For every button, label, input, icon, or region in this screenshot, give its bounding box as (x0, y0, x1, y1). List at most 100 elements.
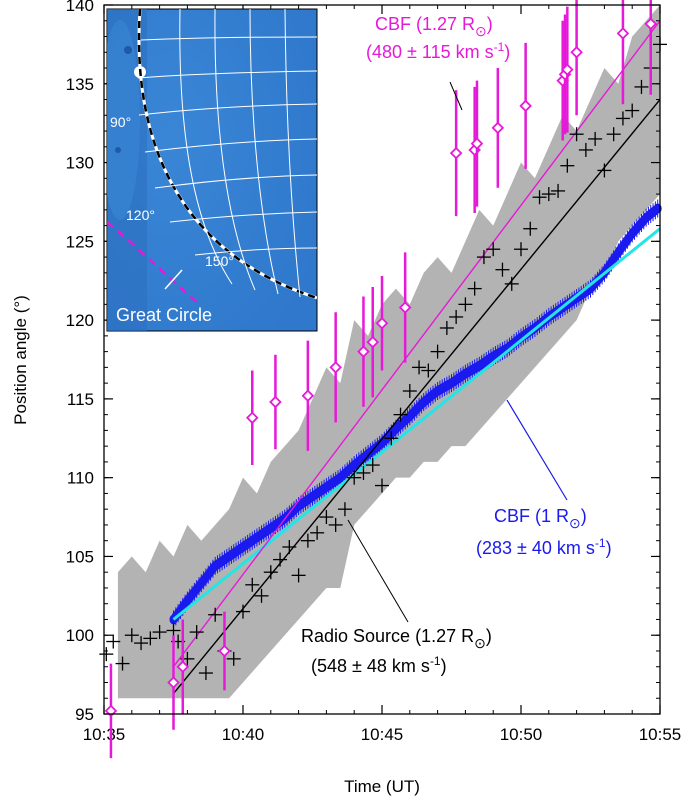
shaded-band-layer (117, 5, 660, 699)
inset-solar-image: 90° 120° 150° Great Circle (106, 8, 318, 332)
radio-point (560, 158, 575, 173)
radio-point (300, 533, 315, 548)
cbf127-point (245, 411, 259, 425)
radio-point (634, 79, 649, 94)
cbf127-point (519, 99, 532, 113)
x-axis-title: Time (UT) (344, 777, 420, 796)
radio-point (310, 525, 325, 540)
radio-point (375, 478, 389, 493)
y-tick-label-8: 135 (66, 75, 94, 94)
cbf127-point (644, 17, 658, 31)
radio-point (486, 242, 501, 257)
radio-point (384, 431, 399, 446)
svg-text:CBF (1.27 R⊙): CBF (1.27 R⊙) (375, 14, 493, 39)
cbf127-fit-line (172, 20, 661, 668)
cbf127-point (366, 335, 380, 349)
y-tick-label-3: 110 (67, 469, 94, 488)
cbf127-point (218, 644, 231, 658)
y-tick-label-5: 120 (66, 311, 94, 330)
y-tick-label-7: 130 (66, 154, 94, 173)
x-tick-label-1: 10:40 (222, 725, 265, 744)
x-tick-label-4: 10:55 (639, 725, 682, 744)
radio-point (143, 631, 158, 646)
radio-point (356, 465, 371, 480)
radio-point (189, 625, 204, 640)
cbf1-fit-line (172, 227, 661, 621)
radio-point (236, 604, 250, 619)
radio-point (254, 588, 269, 603)
radio-point (514, 242, 528, 257)
cbf127-point (470, 137, 484, 150)
cbf127-point (167, 676, 180, 689)
radio-point (523, 221, 538, 236)
svg-text:(283 ± 40 km s-1): (283 ± 40 km s-1) (476, 536, 612, 558)
radio-point (458, 297, 473, 312)
radio-point (541, 187, 556, 202)
radio-point (467, 281, 482, 296)
annotation-radio: Radio Source (1.27 R⊙) (548 ± 48 km s-1) (301, 519, 492, 676)
y-tick-label-9: 140 (66, 0, 94, 15)
radio-point (625, 103, 640, 118)
y-tick-label-4: 115 (67, 390, 94, 409)
cbf127-point (449, 146, 463, 160)
radio-point (152, 625, 167, 640)
radio-point (504, 276, 519, 291)
radio-point (430, 344, 445, 359)
radio-point (124, 628, 139, 643)
radio-point (226, 651, 241, 666)
radio-point (365, 458, 380, 473)
radio-point (328, 517, 343, 532)
y-tick-label-0: 95 (75, 705, 94, 724)
radio-point (99, 647, 114, 662)
svg-text:(480 ± 115 km s-1): (480 ± 115 km s-1) (366, 40, 510, 62)
radio-point (551, 183, 566, 198)
x-tick-label-3: 10:50 (500, 725, 543, 744)
radio-point (393, 407, 408, 422)
radio-point (449, 309, 464, 324)
inset-label-90: 90° (110, 114, 131, 130)
cbf127-point (570, 45, 583, 59)
cbf127-point (104, 704, 118, 718)
cbf127-point (329, 361, 342, 374)
annotation-cbf127: CBF (1.27 R⊙) (480 ± 115 km s-1) (366, 14, 510, 111)
y-tick-label-2: 105 (66, 547, 94, 566)
radio-point (402, 384, 417, 399)
data-layer (99, 0, 667, 759)
svg-text:CBF (1 R⊙): CBF (1 R⊙) (494, 506, 587, 531)
radio-point (208, 607, 223, 622)
radio-fit-line (172, 99, 661, 694)
plot-frame (103, 4, 661, 715)
cbf127-point (375, 316, 389, 330)
radio-point (347, 470, 362, 485)
radio-point (578, 142, 593, 157)
radio-point (421, 363, 436, 378)
radio-point (245, 577, 260, 592)
y-tick-label-1: 100 (66, 626, 94, 645)
radio-point (597, 163, 612, 178)
radio-point (273, 552, 288, 567)
radio-point (291, 568, 306, 583)
inset-caption: Great Circle (116, 305, 212, 325)
radio-point (495, 262, 510, 277)
radio-point (134, 636, 149, 651)
radio-point (532, 190, 547, 205)
radio-point (615, 111, 630, 126)
cbf127-point (176, 660, 190, 674)
cbf127-point (269, 395, 282, 409)
radio-point (166, 623, 181, 638)
radio-point (439, 320, 454, 335)
uncertainty-band (117, 5, 660, 699)
cbf127-point (616, 27, 630, 40)
y-axis-title: Position angle (°) (11, 295, 30, 425)
radio-point (412, 360, 427, 375)
inset-label-150: 150° (205, 253, 234, 269)
radio-point (263, 565, 278, 580)
radio-point (476, 250, 491, 265)
svg-text:(548 ± 48 km s-1): (548 ± 48 km s-1) (311, 654, 447, 676)
cbf127-point (398, 301, 412, 314)
radio-point (198, 666, 213, 681)
x-tick-label-2: 10:45 (361, 725, 404, 744)
radio-point (588, 131, 603, 146)
radio-point (282, 539, 297, 554)
